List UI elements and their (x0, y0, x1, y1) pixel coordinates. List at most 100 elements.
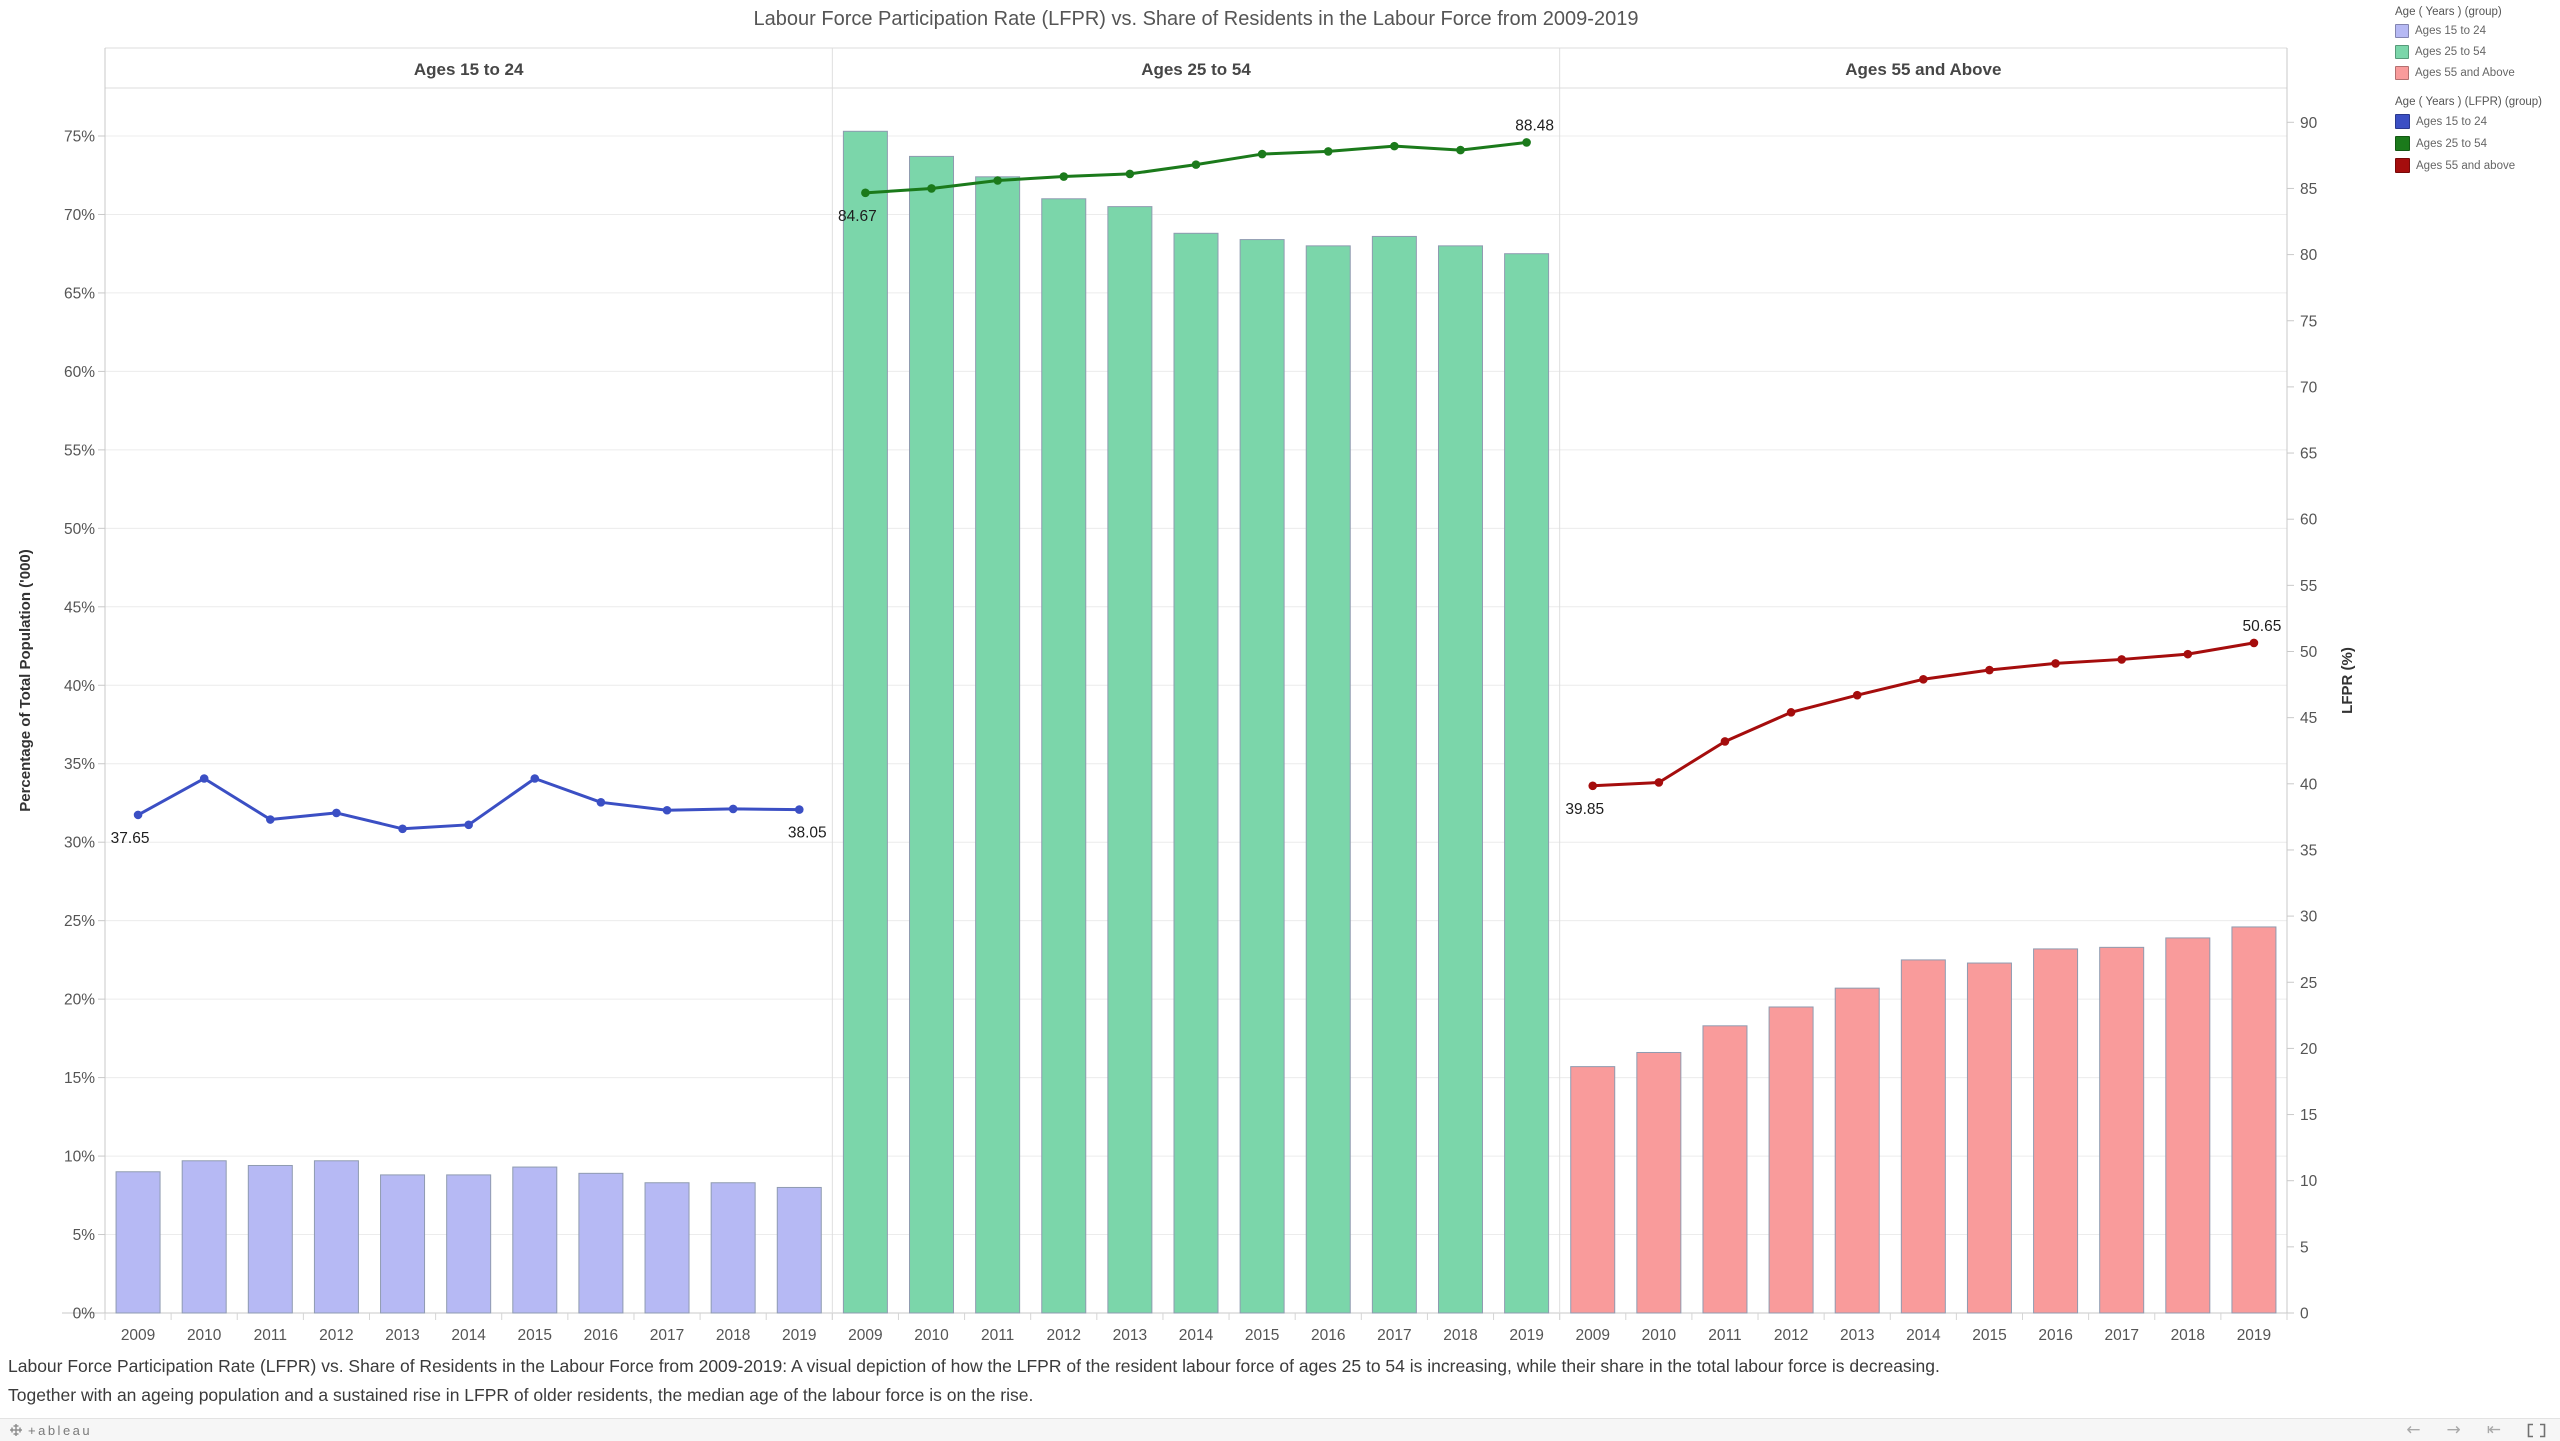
bar[interactable] (1900, 959, 1946, 1314)
legend-item[interactable]: Ages 55 and above (2395, 158, 2560, 173)
year-label: 2016 (1311, 1327, 1345, 1344)
bar[interactable] (1570, 1066, 1616, 1314)
year-label: 2009 (121, 1327, 155, 1344)
data-point[interactable] (530, 774, 540, 783)
data-point[interactable] (927, 184, 936, 193)
data-point[interactable] (1985, 665, 1994, 675)
bar[interactable] (1107, 206, 1153, 1314)
data-point[interactable] (1522, 138, 1531, 147)
data-point[interactable] (1786, 708, 1796, 717)
right-axis-tick-label: 55 (2300, 578, 2317, 595)
legend-item[interactable]: Ages 15 to 24 (2395, 24, 2560, 38)
bar[interactable] (446, 1174, 492, 1314)
data-point[interactable] (1654, 778, 1664, 787)
bar[interactable] (512, 1166, 558, 1314)
data-point[interactable] (1257, 149, 1267, 159)
data-point[interactable] (199, 774, 209, 783)
bar[interactable] (1702, 1025, 1748, 1314)
right-axis-tick-label: 50 (2300, 644, 2318, 661)
data-point[interactable] (1919, 674, 1928, 684)
bar[interactable] (2165, 937, 2211, 1314)
data-point[interactable] (1390, 141, 1399, 151)
data-point[interactable] (596, 798, 606, 807)
line-end-value-label: 88.48 (1515, 117, 1554, 134)
data-point[interactable] (1588, 781, 1598, 791)
legend-item[interactable]: Ages 55 and Above (2395, 66, 2560, 80)
data-point[interactable] (2183, 649, 2193, 659)
bar[interactable] (1173, 232, 1219, 1314)
bar[interactable] (2033, 948, 2079, 1314)
data-point[interactable] (794, 805, 804, 814)
data-point[interactable] (1059, 172, 1069, 181)
data-point[interactable] (993, 176, 1002, 185)
legend-item[interactable]: Ages 25 to 54 (2395, 45, 2560, 59)
bar[interactable] (313, 1160, 359, 1314)
year-label: 2010 (187, 1327, 222, 1344)
caption-line-1: Labour Force Participation Rate (LFPR) v… (8, 1356, 1940, 1376)
data-point[interactable] (1125, 169, 1135, 179)
data-point[interactable] (1720, 737, 1730, 746)
bar[interactable] (181, 1160, 227, 1314)
year-label: 2019 (2237, 1327, 2271, 1344)
bar[interactable] (1834, 987, 1880, 1314)
bar[interactable] (909, 155, 955, 1314)
year-label: 2018 (2171, 1327, 2205, 1344)
data-point[interactable] (1456, 145, 1465, 155)
bar[interactable] (578, 1172, 624, 1314)
year-label: 2010 (1642, 1327, 1677, 1344)
bar[interactable] (776, 1186, 822, 1314)
legend-item-label: Ages 25 to 54 (2415, 46, 2486, 58)
left-axis-tick-label: 25% (64, 913, 95, 930)
year-label: 2018 (1443, 1327, 1477, 1344)
left-axis-tick-label: 45% (64, 599, 95, 616)
bar[interactable] (115, 1171, 161, 1314)
legend-item[interactable]: Ages 25 to 54 (2395, 136, 2560, 151)
legend-item[interactable]: Ages 15 to 24 (2395, 114, 2560, 129)
footer-nav: ← → ⇤ (2406, 1420, 2546, 1440)
data-point[interactable] (861, 188, 870, 198)
data-point[interactable] (1852, 690, 1862, 700)
bar[interactable] (842, 130, 888, 1314)
bar[interactable] (1305, 245, 1351, 1314)
bar[interactable] (1636, 1051, 1682, 1314)
bar[interactable] (1504, 253, 1550, 1314)
data-point[interactable] (2249, 638, 2259, 648)
undo-icon[interactable]: ← (2406, 1420, 2421, 1440)
bar[interactable] (1437, 245, 1483, 1314)
data-point[interactable] (133, 810, 143, 820)
data-point[interactable] (1191, 160, 1201, 169)
tableau-logo[interactable]: +ableau (8, 1423, 92, 1438)
bar[interactable] (975, 176, 1021, 1314)
line-start-value-label: 37.65 (111, 830, 150, 847)
redo-icon[interactable]: → (2446, 1420, 2461, 1440)
legend-swatch-icon (2395, 158, 2410, 173)
bar[interactable] (1041, 198, 1087, 1314)
data-point[interactable] (1323, 147, 1333, 156)
data-point[interactable] (332, 808, 341, 818)
legend-group-title: Age ( Years ) (LFPR) (group) (2395, 96, 2543, 108)
data-point[interactable] (2051, 659, 2060, 668)
bar[interactable] (380, 1174, 426, 1314)
line-start-value-label: 84.67 (838, 208, 877, 225)
bar[interactable] (1768, 1006, 1814, 1314)
bar[interactable] (710, 1182, 756, 1314)
data-point[interactable] (662, 805, 672, 815)
bar[interactable] (1239, 239, 1285, 1314)
data-point[interactable] (2117, 655, 2126, 664)
revert-icon[interactable]: ⇤ (2486, 1420, 2501, 1440)
left-axis-tick-label: 50% (64, 521, 95, 538)
bar[interactable] (644, 1182, 690, 1314)
bar[interactable] (1966, 962, 2012, 1314)
data-point[interactable] (398, 824, 407, 834)
right-axis-tick-label: 20 (2300, 1041, 2318, 1058)
fullscreen-icon[interactable] (2527, 1423, 2546, 1438)
data-point[interactable] (266, 815, 275, 824)
bar[interactable] (1371, 235, 1417, 1314)
bar[interactable] (2231, 926, 2277, 1314)
bar[interactable] (2099, 946, 2145, 1314)
lfpr-line[interactable] (1592, 641, 2255, 788)
right-axis-tick-label: 0 (2300, 1306, 2309, 1323)
bar[interactable] (247, 1164, 293, 1314)
data-point[interactable] (464, 820, 473, 830)
data-point[interactable] (728, 804, 738, 814)
